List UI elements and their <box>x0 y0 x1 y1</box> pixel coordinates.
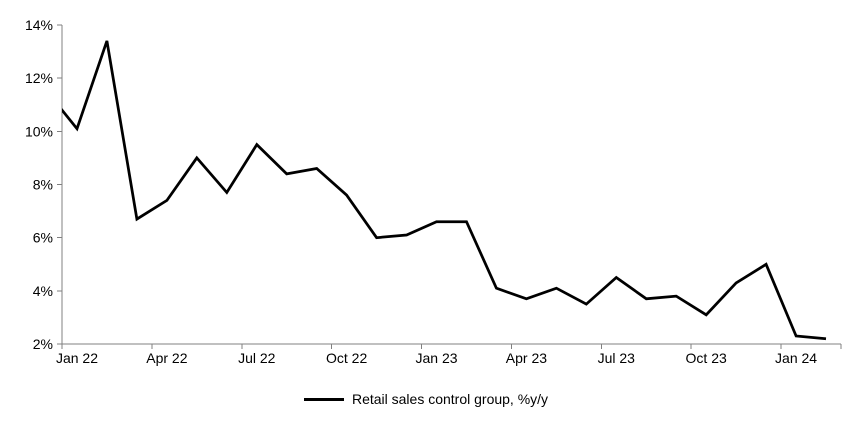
x-tick-label: Jul 23 <box>598 350 636 366</box>
y-tick-label: 4% <box>33 283 53 299</box>
series-line-retail-sales-control-group <box>62 40 827 341</box>
x-tick-label: Jan 24 <box>775 350 817 366</box>
y-tick-label: 14% <box>25 17 53 33</box>
y-tick-label: 10% <box>25 123 53 139</box>
y-tick-label: 8% <box>33 177 53 193</box>
y-tick-label: 6% <box>33 230 53 246</box>
x-tick-label: Oct 22 <box>326 350 367 366</box>
y-tick-label: 2% <box>33 336 53 352</box>
x-tick-label: Jan 22 <box>56 350 98 366</box>
x-tick-label: Oct 23 <box>686 350 727 366</box>
x-tick-label: Jan 23 <box>415 350 457 366</box>
legend-line-swatch <box>303 397 344 401</box>
x-tick-label: Apr 23 <box>506 350 547 366</box>
legend-series-label: Retail sales control group, %y/y <box>351 391 549 407</box>
chart-legend: Retail sales control group, %y/y <box>0 389 852 409</box>
y-tick-label: 12% <box>25 70 53 86</box>
x-tick-label: Jul 22 <box>238 350 276 366</box>
x-tick-label: Apr 22 <box>146 350 187 366</box>
